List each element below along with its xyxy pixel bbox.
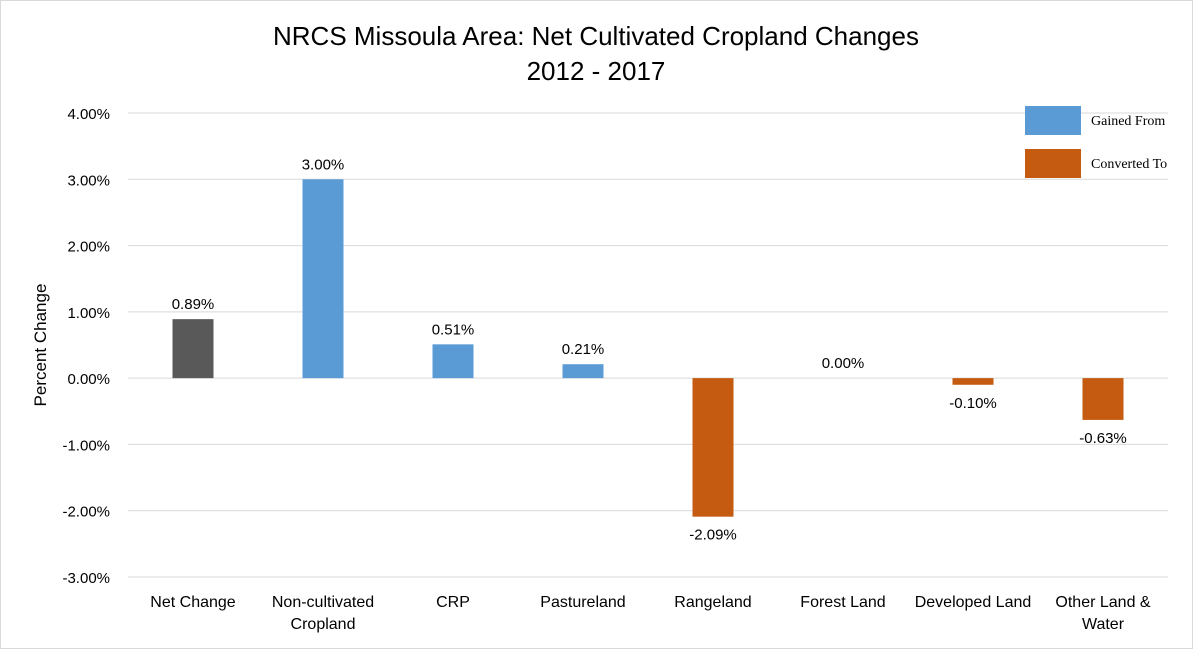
data-label: -0.10% bbox=[949, 395, 997, 412]
gridlines bbox=[128, 112, 1168, 578]
x-tick-label: Rangeland bbox=[674, 594, 751, 611]
legend-label: Converted To bbox=[1091, 157, 1167, 172]
x-tick-label: CRP bbox=[436, 594, 470, 611]
bar bbox=[1082, 378, 1124, 420]
bar bbox=[302, 179, 344, 379]
data-label: -0.63% bbox=[1079, 430, 1127, 447]
legend-swatch bbox=[1025, 149, 1081, 178]
y-tick-label: 2.00% bbox=[67, 239, 110, 256]
chart-title: NRCS Missoula Area: Net Cultivated Cropl… bbox=[273, 21, 919, 51]
y-tick-label: -2.00% bbox=[62, 504, 110, 521]
y-tick-label: 0.00% bbox=[67, 371, 110, 388]
data-label: -2.09% bbox=[689, 527, 737, 544]
bar bbox=[432, 344, 474, 379]
x-axis-ticks: Net Change Non-cultivated Cropland CRP Pastu… bbox=[150, 594, 1151, 633]
data-label: 0.89% bbox=[172, 296, 215, 313]
y-tick-label: -1.00% bbox=[62, 437, 110, 454]
y-tick-label: 1.00% bbox=[67, 305, 110, 322]
y-axis-label: Percent Change bbox=[31, 284, 50, 407]
bars bbox=[172, 179, 1124, 517]
x-tick-label: Water bbox=[1082, 616, 1125, 633]
x-tick-label: Net Change bbox=[150, 594, 235, 611]
x-tick-label: Forest Land bbox=[800, 594, 885, 611]
y-tick-label: -3.00% bbox=[62, 570, 110, 587]
x-tick-label: Cropland bbox=[291, 616, 356, 633]
bar bbox=[172, 319, 214, 379]
data-label: 0.21% bbox=[562, 341, 605, 358]
legend-swatch bbox=[1025, 106, 1081, 135]
data-label: 3.00% bbox=[302, 156, 345, 173]
y-tick-label: 3.00% bbox=[67, 172, 110, 189]
x-tick-label: Other Land & bbox=[1055, 594, 1151, 611]
data-label: 0.51% bbox=[432, 321, 475, 338]
legend: Gained From Converted To bbox=[1025, 106, 1167, 178]
y-axis-ticks: 4.00% 3.00% 2.00% 1.00% 0.00% -1.00% -2.00% -3.… bbox=[62, 106, 110, 587]
bar bbox=[562, 364, 604, 379]
bar bbox=[692, 378, 734, 517]
legend-label: Gained From bbox=[1091, 114, 1165, 129]
x-tick-label: Developed Land bbox=[915, 594, 1032, 611]
x-tick-label: Non-cultivated bbox=[272, 594, 374, 611]
bar bbox=[952, 378, 994, 385]
chart-subtitle: 2012 - 2017 bbox=[527, 56, 666, 86]
data-labels: 0.89% 3.00% 0.51% 0.21% -2.09% 0.00% -0.10% -0.… bbox=[172, 156, 1127, 543]
x-tick-label: Pastureland bbox=[540, 594, 625, 611]
data-label: 0.00% bbox=[822, 355, 865, 372]
y-tick-label: 4.00% bbox=[67, 106, 110, 123]
